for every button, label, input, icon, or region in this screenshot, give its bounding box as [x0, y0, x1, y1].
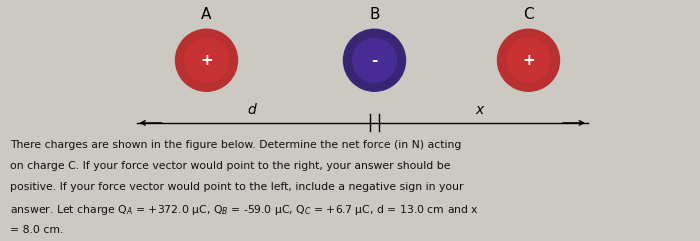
Ellipse shape	[185, 38, 228, 82]
Text: on charge C. If your force vector would point to the right, your answer should b: on charge C. If your force vector would …	[10, 161, 451, 171]
Ellipse shape	[498, 29, 559, 91]
Text: x: x	[475, 103, 484, 117]
Text: A: A	[202, 7, 211, 22]
Text: -: -	[371, 53, 378, 68]
Text: answer. Let charge Q$_{A}$ = +372.0 μC, Q$_{B}$ = -59.0 μC, Q$_{C}$ = +6.7 μC, d: answer. Let charge Q$_{A}$ = +372.0 μC, …	[10, 203, 480, 217]
Text: d: d	[248, 103, 256, 117]
Ellipse shape	[344, 29, 405, 91]
Ellipse shape	[176, 29, 237, 91]
Text: C: C	[523, 7, 534, 22]
Ellipse shape	[507, 38, 550, 82]
Text: +: +	[522, 53, 535, 68]
Text: positive. If your force vector would point to the left, include a negative sign : positive. If your force vector would poi…	[10, 182, 464, 192]
Ellipse shape	[353, 38, 396, 82]
Text: B: B	[370, 7, 379, 22]
Text: = 8.0 cm.: = 8.0 cm.	[10, 225, 64, 234]
Text: +: +	[200, 53, 213, 68]
Text: There charges are shown in the figure below. Determine the net force (in N) acti: There charges are shown in the figure be…	[10, 140, 462, 150]
